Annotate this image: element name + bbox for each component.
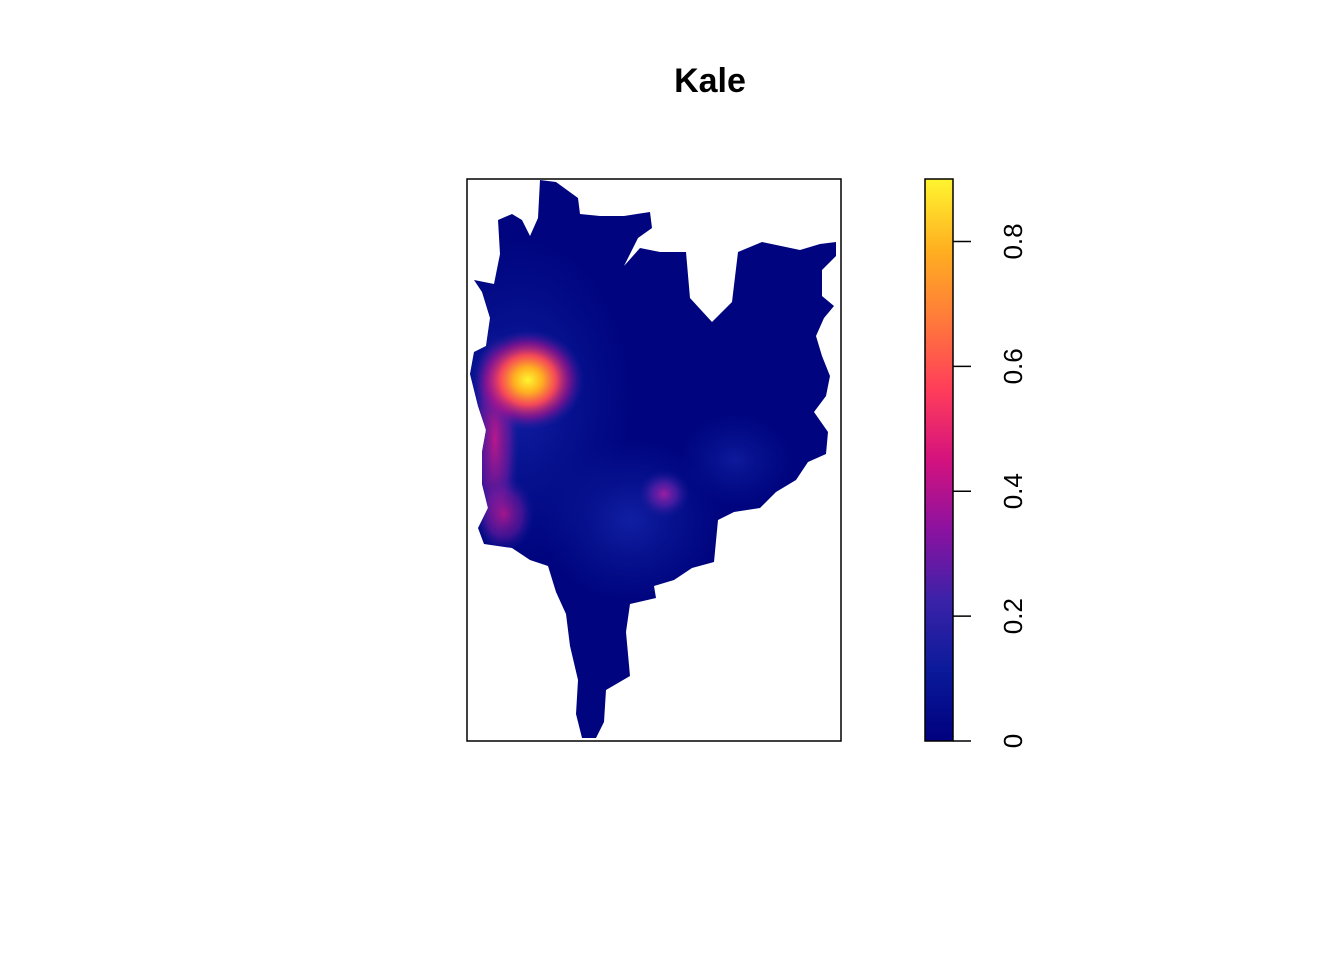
density-hotspot-main: [472, 330, 584, 430]
color-legend: 0 0.2 0.4 0.6 0.8: [924, 178, 1028, 748]
density-halo-east: [680, 415, 790, 505]
legend-tick-label: 0: [998, 734, 1028, 748]
legend-ticks: 0 0.2 0.4 0.6 0.8: [953, 223, 1028, 748]
density-hotspot-southwest: [474, 476, 534, 552]
map-panel: [466, 178, 842, 742]
legend-tick-label: 0.6: [998, 348, 1028, 384]
legend-colorbar: [924, 178, 954, 742]
legend-tick-label: 0.2: [998, 598, 1028, 634]
density-hotspot-center: [638, 470, 690, 518]
legend-tick-label: 0.8: [998, 223, 1028, 259]
legend-tick-label: 0.4: [998, 473, 1028, 509]
chart-title: Kale: [674, 62, 746, 100]
